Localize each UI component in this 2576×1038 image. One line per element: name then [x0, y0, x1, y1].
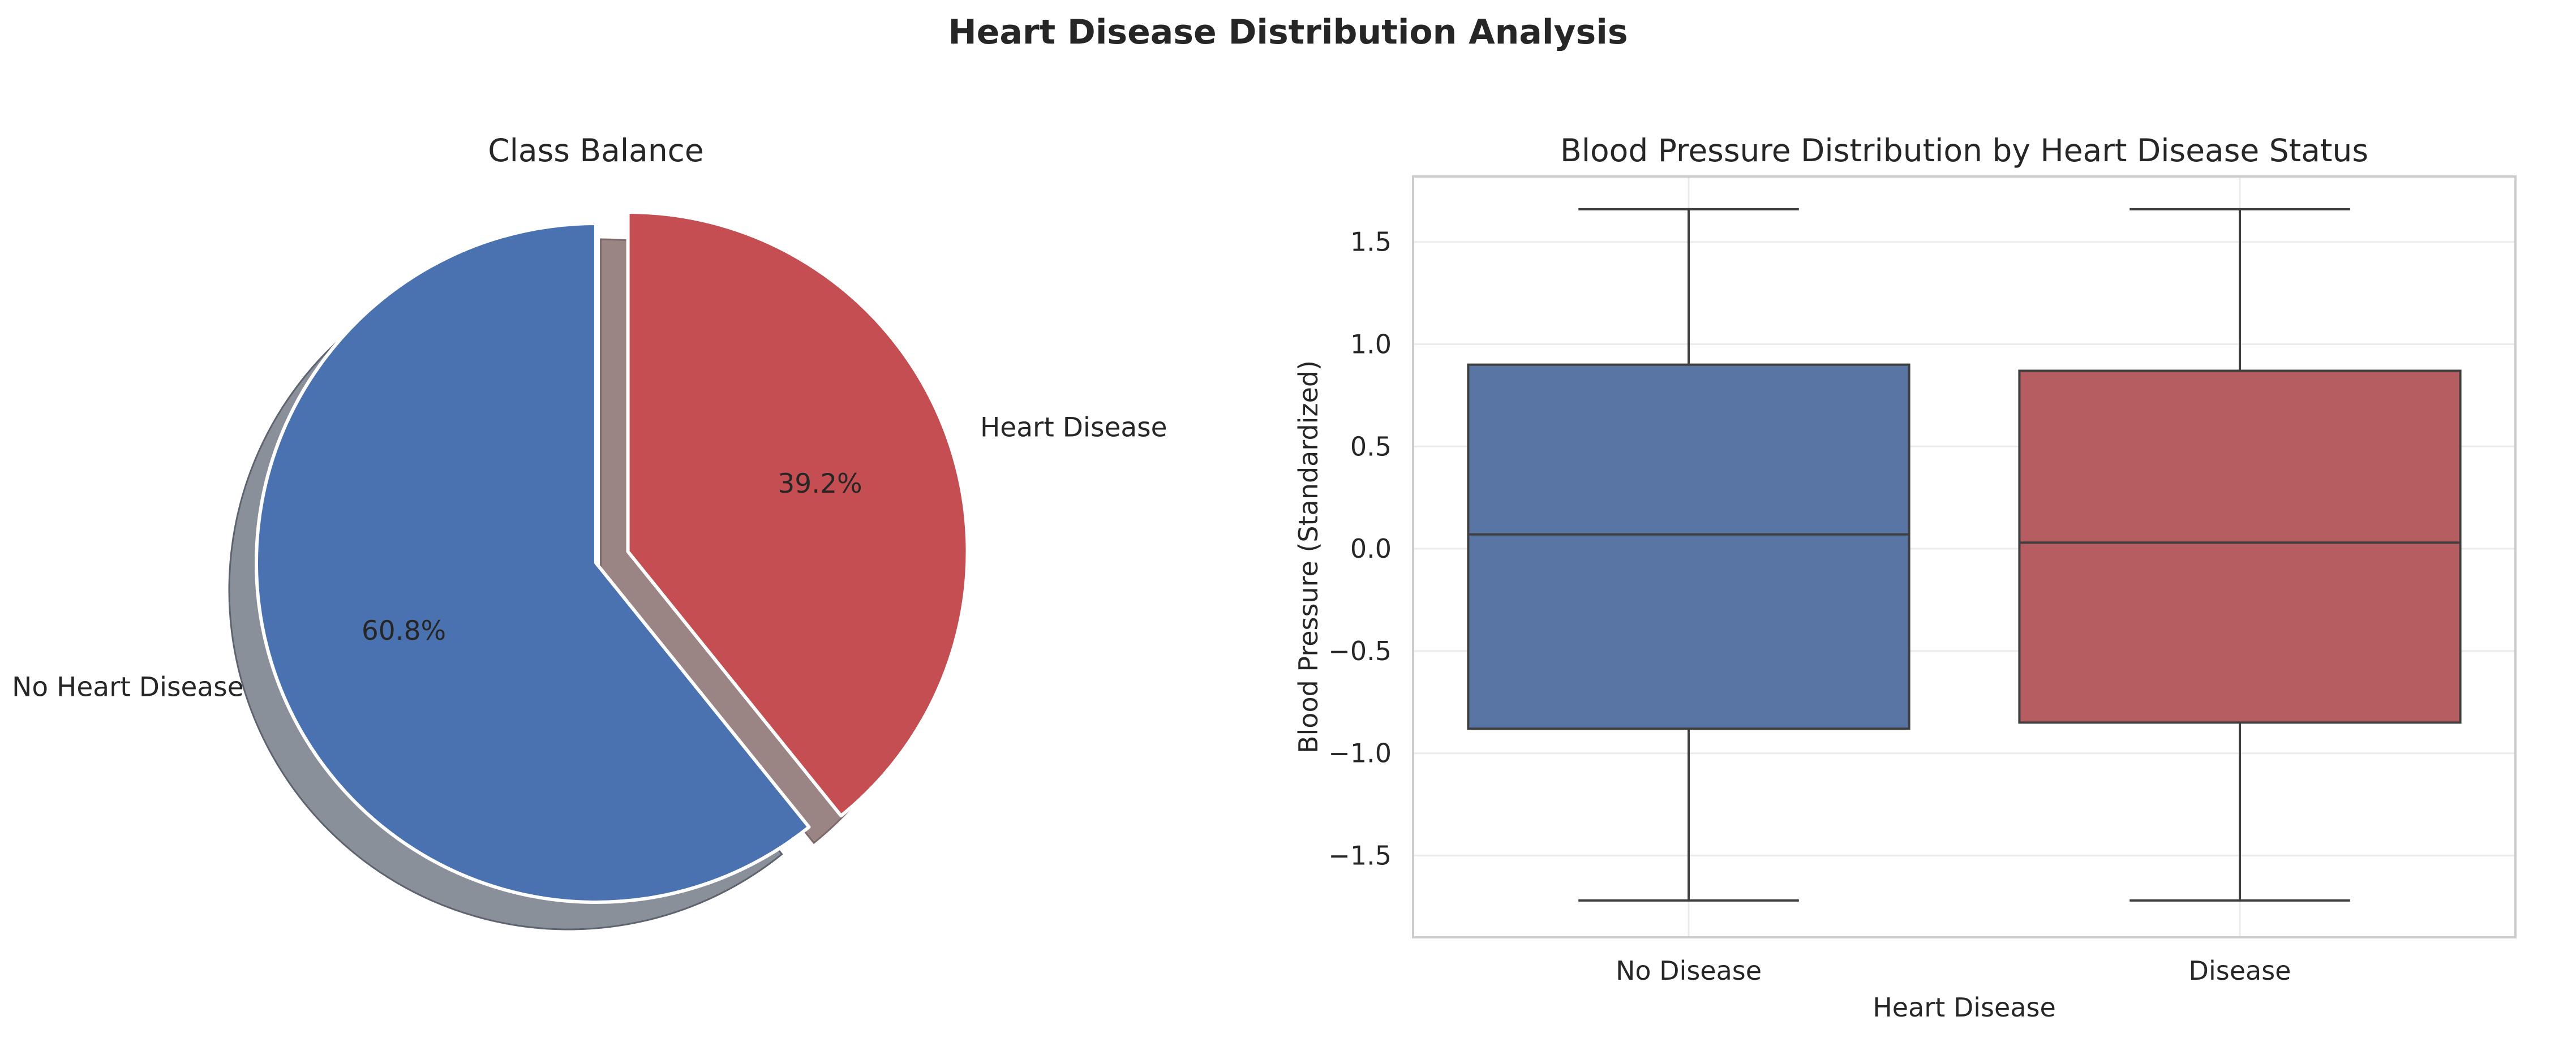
- y-tick-label-0: −1.5: [1328, 840, 1392, 871]
- x-tick-label-no-disease: No Disease: [1616, 955, 1762, 986]
- box-x-axis-label: Heart Disease: [1873, 992, 2056, 1023]
- y-tick-label-1: −1.0: [1328, 738, 1392, 769]
- x-tick-label-disease: Disease: [2189, 955, 2291, 986]
- y-tick-label-2: −0.5: [1328, 636, 1392, 666]
- pie-pct-label-no-heart-disease: 60.8%: [362, 615, 446, 647]
- y-tick-label-3: 0.0: [1350, 533, 1392, 564]
- box-y-axis-label: Blood Pressure (Standardized): [1293, 360, 1324, 753]
- pie-slice-no-heart-disease: [255, 222, 811, 904]
- pie-title: Class Balance: [488, 132, 704, 169]
- figure-suptitle: Heart Disease Distribution Analysis: [948, 12, 1628, 52]
- pie-chart: Class Balance 60.8% No Heart Disease 39.2% H…: [12, 132, 1167, 931]
- pie-slice-heart-disease: [626, 210, 969, 818]
- box-no-disease: [1467, 363, 1910, 730]
- box-plot-title: Blood Pressure Distribution by Heart Dis…: [1560, 132, 2368, 169]
- box-plot-frame: [1412, 175, 2517, 938]
- pie-pct-label-heart-disease: 39.2%: [778, 468, 862, 499]
- box-disease: [2018, 369, 2462, 724]
- y-tick-label-5: 1.0: [1350, 329, 1392, 359]
- pie-category-label-heart-disease: Heart Disease: [980, 412, 1167, 443]
- pie-category-label-no-heart-disease: No Heart Disease: [12, 672, 243, 703]
- y-tick-label-6: 1.5: [1350, 227, 1392, 257]
- y-tick-label-4: 0.5: [1350, 431, 1392, 462]
